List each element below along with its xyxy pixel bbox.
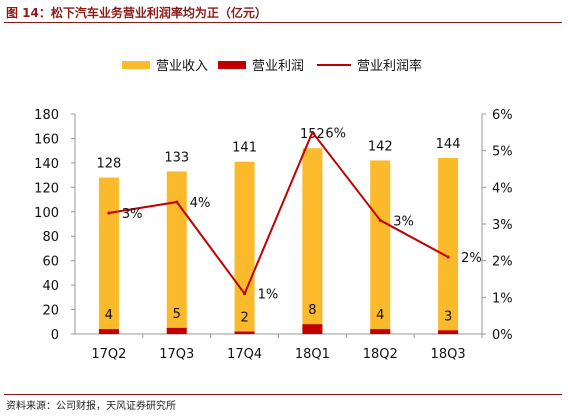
margin-data-label: 3% <box>393 214 414 229</box>
profit-bar <box>98 329 119 334</box>
y2-tick-label: 5% <box>492 145 513 160</box>
profit-data-label: 5 <box>173 307 181 322</box>
profit-data-label: 8 <box>308 303 316 318</box>
y-tick-label: 140 <box>34 157 59 172</box>
margin-data-label: 3% <box>122 207 143 222</box>
revenue-data-label: 144 <box>436 137 461 152</box>
revenue-bar <box>166 171 187 334</box>
profit-bar <box>302 324 323 334</box>
margin-data-label: 6% <box>325 126 346 141</box>
margin-point <box>310 130 314 134</box>
profit-data-label: 4 <box>105 308 113 323</box>
legend-label-2: 营业利润 <box>252 59 304 74</box>
legend-label-3: 营业利润率 <box>357 58 422 74</box>
margin-point <box>243 292 247 296</box>
x-tick-label: 18Q2 <box>363 347 398 362</box>
figure-title: 图 14：松下汽车业务营业利润率均为正（亿元） <box>6 6 267 20</box>
combo-chart: 营业收入 营业利润 营业利润率 0 20 40 60 80 100 120 140 160 180 0% 1… <box>34 58 513 362</box>
y-tick-label: 160 <box>34 132 59 147</box>
y2-tick-label: 1% <box>492 291 513 306</box>
revenue-data-label: 128 <box>97 157 122 172</box>
margin-data-label: 1% <box>258 288 279 303</box>
revenue-bar <box>234 161 255 334</box>
revenue-bar <box>438 158 459 334</box>
x-tick-label: 17Q3 <box>159 347 194 362</box>
y-tick-label: 20 <box>42 304 59 319</box>
y2-tick-label: 3% <box>492 218 513 233</box>
revenue-bar <box>98 177 119 334</box>
y-tick-label: 100 <box>34 206 59 221</box>
profit-data-label: 4 <box>376 308 384 323</box>
profit-bar <box>234 331 255 334</box>
margin-point <box>107 211 111 215</box>
margin-point <box>378 218 382 222</box>
y-tick-label: 120 <box>34 181 59 196</box>
title-divider <box>4 22 562 23</box>
margin-point <box>175 200 179 204</box>
y2-tick-label: 6% <box>492 108 513 123</box>
margin-data-label: 4% <box>190 196 211 211</box>
revenue-data-label: 133 <box>164 150 189 165</box>
profit-bar <box>166 327 187 334</box>
margin-line <box>108 131 449 295</box>
profit-data-label: 3 <box>444 309 452 324</box>
profit-data-label: 2 <box>240 311 248 326</box>
legend-label-1: 营业收入 <box>156 59 208 74</box>
revenue-data-label: 141 <box>232 141 257 156</box>
y-tick-label: 40 <box>42 279 59 294</box>
x-tick-label: 18Q1 <box>295 347 330 362</box>
y-tick-label: 60 <box>42 255 59 270</box>
legend-swatch-1 <box>122 61 150 69</box>
source-note: 资料来源：公司财报，天风证券研究所 <box>6 401 176 412</box>
margin-data-label: 2% <box>461 251 482 266</box>
y-tick-label: 180 <box>34 108 59 123</box>
source-divider <box>4 394 562 395</box>
revenue-data-label: 142 <box>368 139 393 154</box>
profit-bar <box>438 330 459 334</box>
margin-point <box>446 255 450 259</box>
revenue-bar <box>302 148 323 334</box>
y2-tick-label: 0% <box>492 328 513 343</box>
revenue-bar <box>370 160 391 334</box>
y-tick-label: 80 <box>42 230 59 245</box>
y-tick-label: 0 <box>51 328 59 343</box>
y2-tick-label: 4% <box>492 181 513 196</box>
y2-tick-label: 2% <box>492 255 513 270</box>
profit-bar <box>370 329 391 334</box>
legend-swatch-2 <box>218 61 246 69</box>
x-tick-label: 17Q2 <box>91 347 126 362</box>
x-tick-label: 17Q4 <box>227 347 262 362</box>
x-tick-label: 18Q3 <box>431 347 466 362</box>
